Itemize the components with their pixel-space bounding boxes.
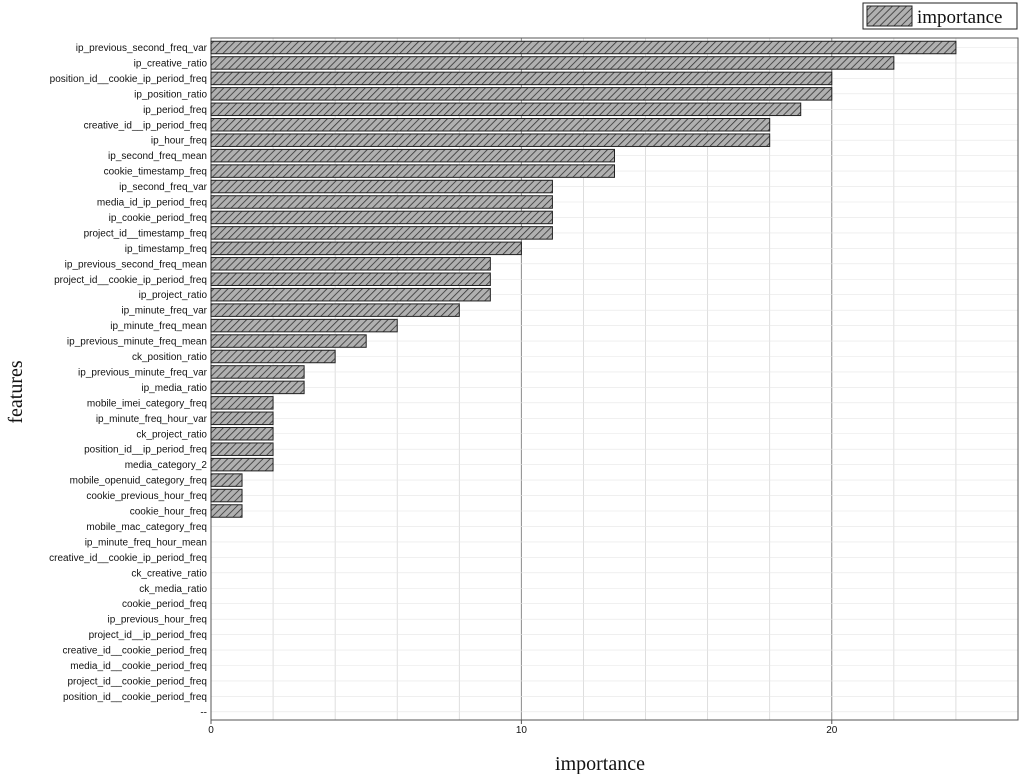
category-label: ip_minute_freq_mean	[110, 321, 207, 332]
bar-mobile_openuid_category_freq	[210, 473, 243, 487]
bar-ip_minute_freq_mean	[210, 318, 398, 333]
bar-ip_hour_freq	[210, 133, 771, 147]
category-label: cookie_previous_hour_freq	[86, 491, 207, 502]
bar-ip_creative_ratio	[210, 56, 895, 70]
bar-cookie_hour_freq	[210, 504, 243, 518]
category-label: cookie_hour_freq	[130, 507, 207, 518]
category-label: creative_id__cookie_ip_period_freq	[49, 553, 207, 564]
x-tick-label: 10	[516, 725, 528, 736]
y-axis-title: features	[5, 360, 27, 424]
bar-ck_position_ratio	[210, 349, 336, 364]
bar-creative_id__ip_period_freq	[210, 118, 771, 132]
plot-border	[210, 37, 1019, 721]
category-label: ip_previous_hour_freq	[107, 615, 207, 626]
category-label: ip_second_freq_mean	[108, 151, 207, 162]
bar-ip_period_freq	[210, 102, 802, 117]
category-label: ip_previous_second_freq_mean	[65, 259, 207, 270]
category-label: ip_previous_minute_freq_mean	[67, 337, 207, 348]
category-label: project_id__timestamp_freq	[84, 228, 207, 239]
bar-cookie_previous_hour_freq	[210, 488, 243, 503]
category-label: ck_media_ratio	[139, 584, 207, 595]
category-label: position_id__cookie_ip_period_freq	[50, 74, 207, 85]
bar-ip_position_ratio	[210, 87, 833, 101]
bar-ip_timestamp_freq	[210, 241, 522, 256]
category-label: media_category_2	[125, 460, 208, 471]
category-label: creative_id__ip_period_freq	[84, 120, 207, 131]
category-label: mobile_openuid_category_freq	[70, 476, 207, 487]
bar-cookie_timestamp_freq	[210, 164, 615, 178]
category-label: creative_id__cookie_period_freq	[62, 646, 207, 657]
x-axis-title: importance	[555, 753, 645, 774]
category-label: mobile_imei_category_freq	[87, 398, 207, 409]
category-label: ip_minute_freq_hour_var	[96, 414, 208, 425]
category-label: ip_creative_ratio	[134, 58, 208, 69]
category-label: --	[200, 707, 207, 718]
category-label: ip_minute_freq_var	[121, 306, 207, 317]
legend-label: importance	[917, 7, 1002, 28]
bar-ip_previous_second_freq_mean	[210, 257, 491, 271]
category-label: ip_second_freq_var	[119, 182, 208, 193]
bar-ip_minute_freq_hour_var	[210, 411, 274, 426]
category-label: ip_position_ratio	[134, 89, 207, 100]
category-label: project_id__cookie_period_freq	[67, 676, 207, 687]
legend-swatch	[866, 5, 913, 27]
bar-ip_media_ratio	[210, 380, 305, 395]
bar-ip_previous_minute_freq_var	[210, 365, 305, 379]
category-label: ck_position_ratio	[132, 352, 207, 363]
bar-position_id__ip_period_freq	[210, 442, 274, 456]
bar-media_category_2	[210, 457, 274, 472]
category-label: cookie_period_freq	[122, 599, 207, 610]
category-label: ip_period_freq	[143, 105, 207, 116]
bar-ip_second_freq_var	[210, 179, 553, 194]
x-tick-label: 20	[826, 725, 838, 736]
category-label: ip_minute_freq_hour_mean	[85, 537, 207, 548]
bar-ip_previous_minute_freq_mean	[210, 334, 367, 348]
category-label: ip_project_ratio	[139, 290, 208, 301]
legend: importance	[862, 2, 1018, 30]
bar-ip_previous_second_freq_var	[210, 40, 957, 55]
category-label: ck_creative_ratio	[131, 568, 207, 579]
x-tick-label: 0	[208, 725, 214, 736]
category-label: ip_hour_freq	[151, 136, 207, 147]
category-label: mobile_mac_category_freq	[86, 522, 207, 533]
bar-ip_minute_freq_var	[210, 303, 460, 317]
category-label: ip_cookie_period_freq	[109, 213, 207, 224]
bar-ip_cookie_period_freq	[210, 210, 553, 225]
bar-project_id__cookie_ip_period_freq	[210, 272, 491, 286]
category-label: project_id__ip_period_freq	[89, 630, 207, 641]
bar-ck_project_ratio	[210, 427, 274, 441]
category-label: ip_media_ratio	[141, 383, 207, 394]
category-label: media_id__cookie_period_freq	[70, 661, 207, 672]
category-label: media_id_ip_period_freq	[97, 198, 207, 209]
category-label: cookie_timestamp_freq	[104, 167, 207, 178]
bar-ip_project_ratio	[210, 287, 491, 302]
bar-project_id__timestamp_freq	[210, 226, 553, 240]
bar-media_id_ip_period_freq	[210, 195, 553, 209]
category-label: project_id__cookie_ip_period_freq	[54, 275, 207, 286]
category-label: ip_previous_minute_freq_var	[78, 367, 208, 378]
plot-area: ip_previous_second_freq_var ip_creative_r…	[49, 37, 1019, 736]
bar-position_id__cookie_ip_period_freq	[210, 71, 833, 86]
category-label: position_id__ip_period_freq	[84, 445, 207, 456]
bar-mobile_imei_category_freq	[210, 396, 274, 410]
category-label: ck_project_ratio	[136, 429, 207, 440]
category-label: ip_previous_second_freq_var	[76, 43, 208, 54]
category-label: ip_timestamp_freq	[125, 244, 207, 255]
bar-ip_second_freq_mean	[210, 148, 615, 163]
category-label: position_id__cookie_period_freq	[63, 692, 207, 703]
